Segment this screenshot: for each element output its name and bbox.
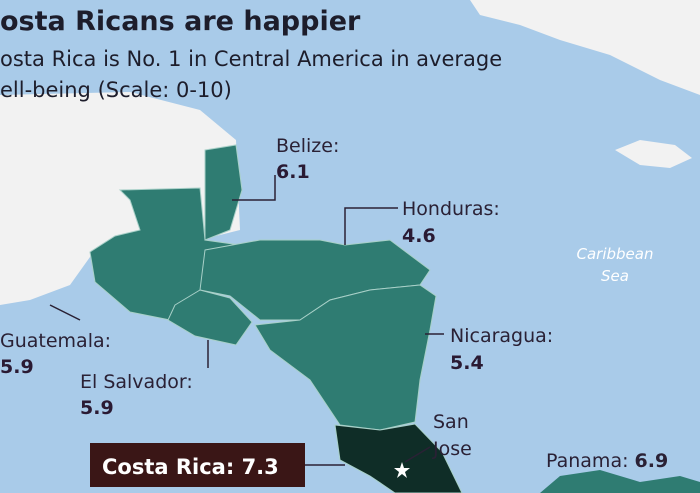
costa-rica <box>334 423 463 493</box>
capital-label: San <box>433 411 469 433</box>
country-name: Honduras: <box>402 198 500 220</box>
country-name: Costa Rica: <box>102 455 234 479</box>
country-name: El Salvador: <box>80 371 193 393</box>
country-value: 5.4 <box>450 352 484 374</box>
highlight-box <box>90 443 305 487</box>
cuba-land <box>470 0 700 95</box>
country-name: Nicaragua: <box>450 325 553 347</box>
leader-line <box>232 175 276 201</box>
country-name: Panama: <box>546 450 629 472</box>
country-value: 6.1 <box>276 161 310 183</box>
capital-star <box>394 462 410 478</box>
country-name: Belize: <box>276 135 339 157</box>
guatemala <box>89 187 242 321</box>
sea-label: Sea <box>601 267 629 285</box>
subtitle: osta Rica is No. 1 in Central America in… <box>0 47 502 71</box>
country-value: 7.3 <box>242 455 279 479</box>
leader-line <box>344 207 398 245</box>
leader-line <box>49 304 81 321</box>
mexico-land <box>0 92 240 305</box>
country-value: 5.9 <box>0 356 34 378</box>
title: osta Ricans are happier <box>0 6 361 37</box>
panama-label: Panama: 6.9 <box>546 450 668 472</box>
capital-label: Jose <box>432 438 472 460</box>
belize <box>204 144 243 241</box>
sea-label: Caribbean <box>577 245 654 263</box>
nicaragua <box>254 284 437 431</box>
country-name: Guatemala: <box>0 330 111 352</box>
leader-line <box>404 446 431 463</box>
country-value: 5.9 <box>80 397 114 419</box>
country-value: 4.6 <box>402 225 436 247</box>
country-value: 6.9 <box>635 450 669 472</box>
panama <box>540 470 700 493</box>
subtitle: ell-being (Scale: 0-10) <box>0 78 232 102</box>
el-salvador <box>167 289 253 346</box>
jamaica-land <box>615 140 692 168</box>
highlight-label: Costa Rica: 7.3 <box>102 455 279 479</box>
